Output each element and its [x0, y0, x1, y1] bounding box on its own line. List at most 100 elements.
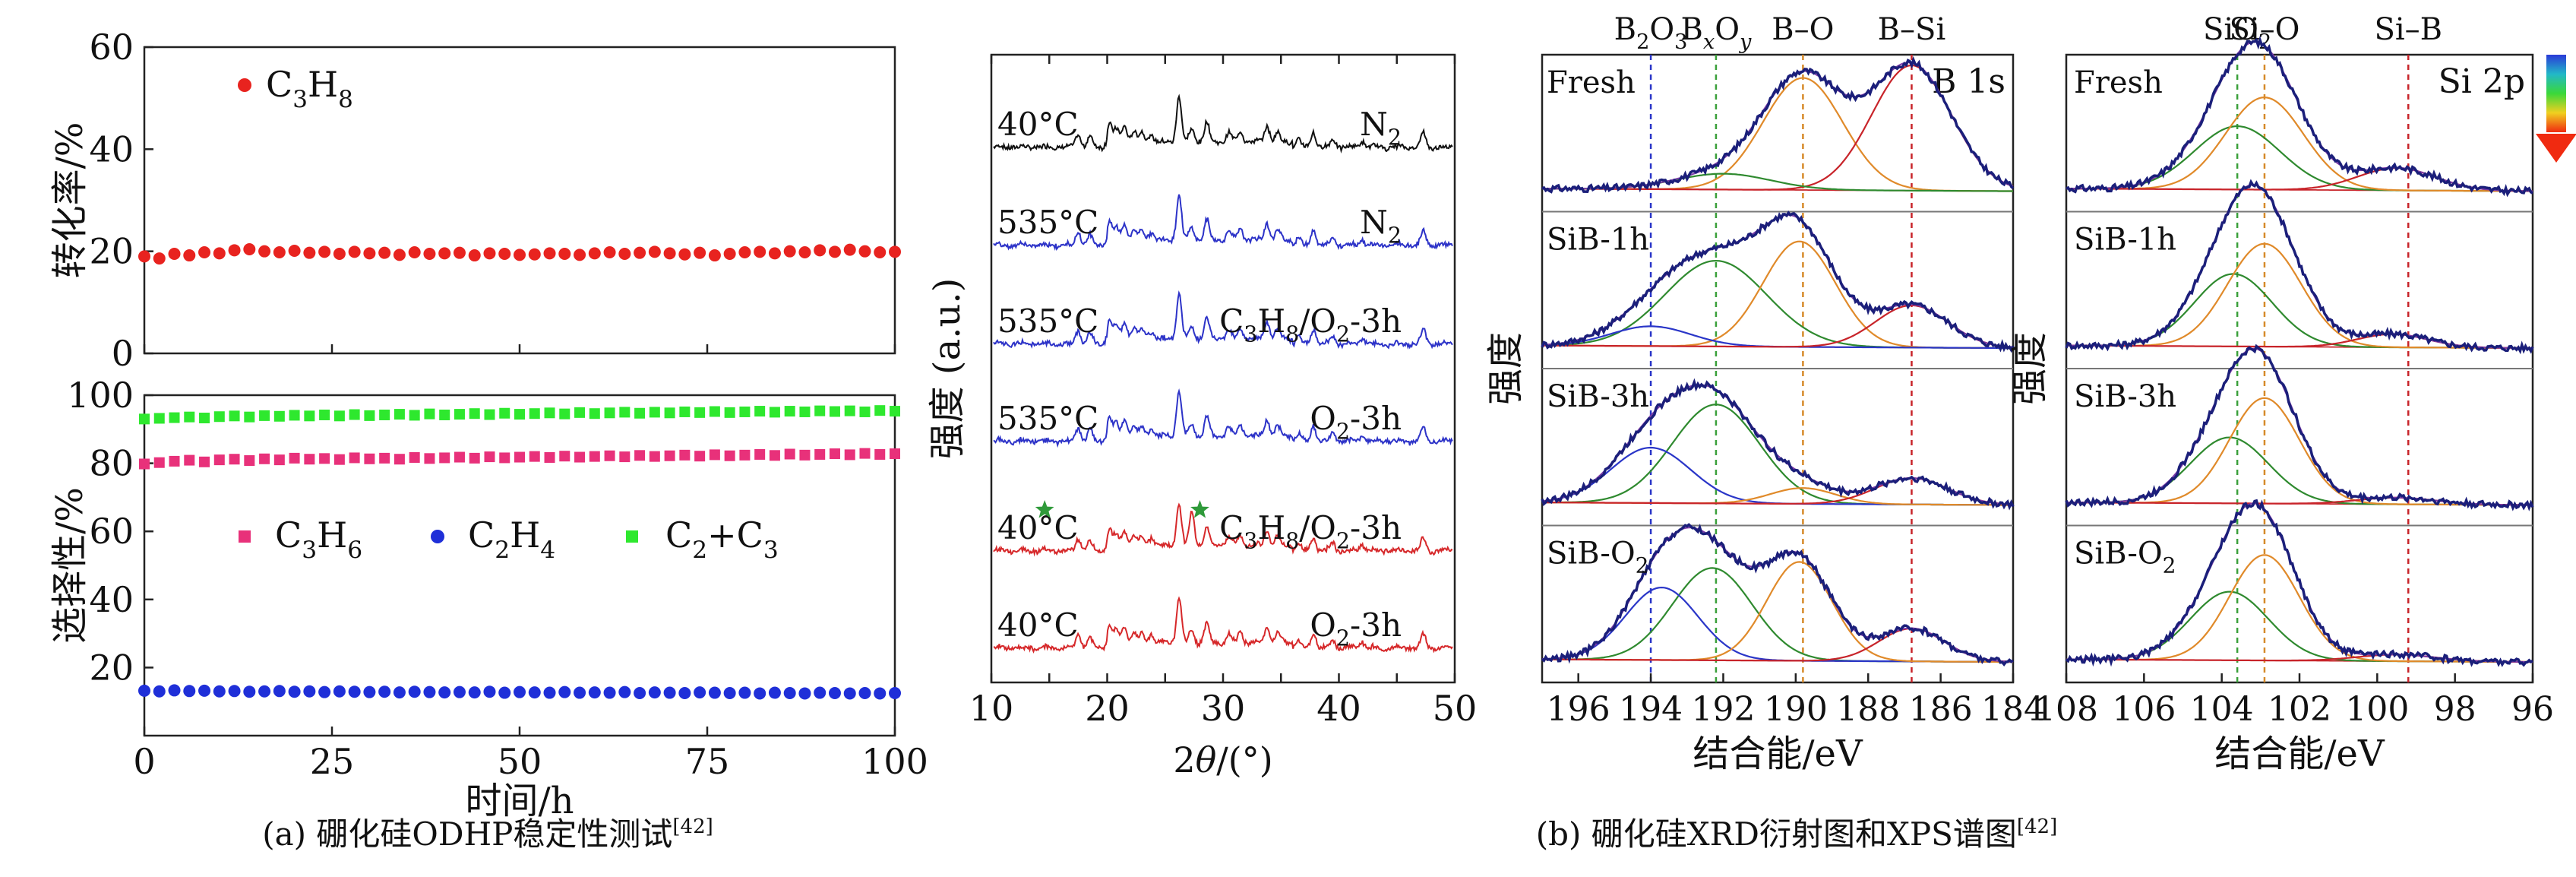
data-point [228, 685, 241, 698]
data-point [574, 249, 586, 261]
data-point [289, 452, 300, 464]
data-point [649, 407, 660, 418]
data-point [558, 248, 571, 261]
x-tick-label: 50 [498, 741, 542, 782]
data-point [814, 448, 826, 460]
data-point [739, 449, 751, 461]
fit-component [1542, 561, 2014, 663]
data-point [858, 245, 871, 258]
data-point [484, 451, 495, 463]
y-tick-label: 60 [89, 27, 134, 68]
x-tick-label: 104 [2190, 690, 2254, 729]
reference-label: B–Si [1878, 12, 1946, 47]
data-point [273, 685, 286, 698]
text-part: 2 [1388, 125, 1402, 150]
x-tick-label: 75 [685, 741, 730, 782]
data-point [258, 685, 271, 698]
x-tick-label: 10 [969, 688, 1014, 729]
text-part: 2 [1173, 739, 1195, 780]
star-marker-icon [1190, 500, 1209, 518]
data-point [708, 249, 721, 262]
y-tick-label: 100 [67, 375, 134, 416]
data-point [664, 407, 675, 419]
data-point [499, 452, 510, 464]
x-tick-label: 96 [2511, 690, 2554, 729]
data-point [783, 245, 796, 258]
data-point [529, 408, 540, 420]
data-point [663, 247, 676, 260]
data-point [408, 685, 421, 698]
caption-a: (a) 硼化硅ODHP稳定性测试[42] [262, 815, 713, 853]
data-point [679, 449, 691, 461]
data-point [738, 686, 751, 699]
data-point [889, 687, 901, 699]
y-axis-label: 转化率/% [49, 122, 91, 279]
data-point [198, 246, 211, 259]
text-part: Si–O [2229, 12, 2299, 47]
data-point [318, 685, 331, 698]
reference-label: Si–B [2374, 12, 2442, 47]
x-tick-label: 50 [1433, 688, 1478, 729]
data-point [754, 245, 766, 258]
data-point [183, 249, 196, 262]
gradient-bar [2546, 55, 2566, 132]
data-point [588, 686, 601, 699]
data-point [769, 450, 780, 461]
x-tick-label: 102 [2268, 690, 2331, 729]
fit-component [2066, 97, 2533, 192]
text-part: C [1219, 509, 1244, 546]
data-point [499, 407, 510, 419]
trace-temperature-label: 40°C [997, 509, 1079, 546]
data-point [273, 410, 285, 422]
data-point [874, 448, 886, 460]
y-tick-label: 20 [89, 647, 134, 688]
text-part: 2 [1336, 321, 1350, 347]
text-part: Fresh [2074, 65, 2163, 100]
x-axis-label: 2θ/(°) [1173, 739, 1272, 780]
data-point [634, 450, 646, 461]
data-point [333, 410, 345, 422]
data-point [363, 685, 376, 698]
legend-marker [238, 78, 251, 92]
data-point [393, 686, 406, 699]
y-axis-label: 选择性/% [49, 487, 91, 644]
data-point [574, 451, 586, 463]
fit-component [2066, 125, 2533, 192]
text-part: 2 [1336, 419, 1350, 445]
data-point [484, 409, 495, 420]
trace-atmosphere-label: O2-3h [1310, 400, 1402, 445]
reference-label: Si–O [2229, 12, 2299, 47]
data-point [694, 407, 706, 418]
text-part: 6 [347, 537, 362, 564]
data-point [319, 409, 330, 420]
data-point [153, 252, 166, 265]
fit-component [2066, 167, 2533, 192]
data-point [139, 413, 150, 425]
measured-spectrum [1541, 211, 2015, 353]
data-point [348, 685, 361, 698]
trace-temperature-label: 40°C [997, 106, 1079, 143]
measured-spectrum [1541, 523, 2014, 666]
data-point [799, 449, 811, 461]
data-point [738, 246, 751, 259]
data-point [259, 453, 270, 464]
star-marker-icon [1035, 500, 1054, 518]
xrd-trace [993, 388, 1453, 448]
data-point [678, 248, 691, 261]
data-point [213, 247, 226, 260]
data-point [618, 248, 631, 261]
data-point [859, 448, 871, 459]
data-point [844, 405, 855, 416]
y-axis-label: 强度 [2009, 332, 2051, 405]
measured-spectrum [1541, 378, 2015, 511]
data-point [364, 453, 375, 464]
data-point [604, 450, 615, 461]
data-point [213, 685, 226, 698]
sample-label: Fresh [1547, 65, 1636, 100]
text-part: 2 [495, 537, 510, 564]
y-axis-label: 强度 (a.u.) [926, 278, 969, 460]
text-part: B–O [1772, 12, 1834, 47]
data-point [423, 685, 436, 698]
